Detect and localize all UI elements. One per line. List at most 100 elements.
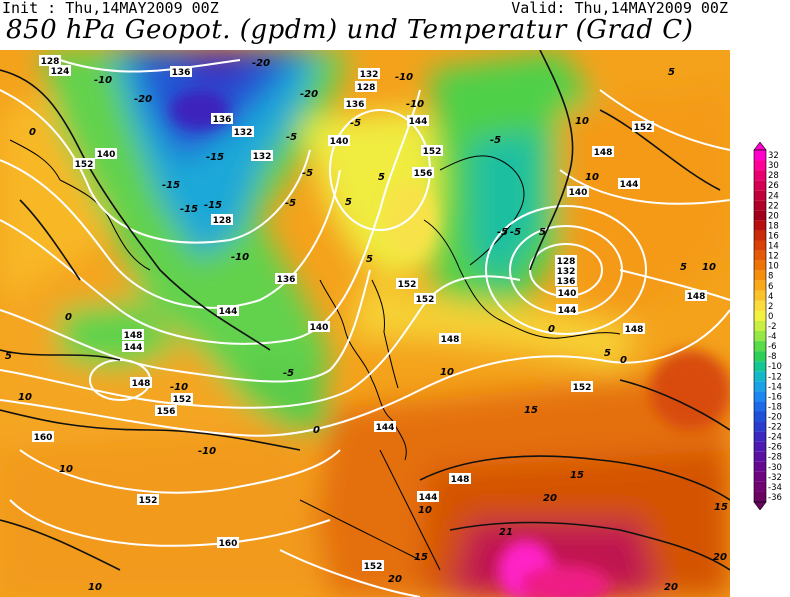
temp-label: -5 bbox=[302, 168, 313, 179]
scale-label: 16 bbox=[768, 231, 779, 241]
scale-frame bbox=[753, 149, 767, 503]
temp-label: 5 bbox=[378, 172, 385, 183]
scale-swatch bbox=[754, 250, 766, 261]
scale-label: 2 bbox=[768, 302, 773, 312]
geo-label: 152 bbox=[634, 123, 653, 133]
geo-label: 140 bbox=[310, 323, 329, 333]
geo-label: 156 bbox=[414, 169, 433, 179]
temp-label: 15 bbox=[414, 552, 428, 563]
geo-label: 136 bbox=[172, 68, 191, 78]
temp-label: -5 bbox=[510, 227, 521, 238]
temp-label: 20 bbox=[388, 574, 402, 585]
temp-label: 20 bbox=[543, 493, 557, 504]
scale-swatch bbox=[754, 320, 766, 332]
scale-label: 14 bbox=[768, 242, 779, 252]
geo-label: 124 bbox=[51, 67, 70, 77]
temp-label: 5 bbox=[366, 254, 373, 265]
geo-label: 136 bbox=[277, 275, 296, 285]
scale-label: -24 bbox=[768, 433, 782, 443]
scale-label: 6 bbox=[768, 282, 773, 292]
geo-label: 132 bbox=[557, 267, 576, 277]
temp-label: 10 bbox=[59, 464, 73, 475]
scale-label: -6 bbox=[768, 342, 776, 352]
map-title: 850 hPa Geopot. (gpdm) und Temperatur (G… bbox=[6, 15, 694, 45]
scale-swatch bbox=[754, 351, 766, 362]
scale-label: 4 bbox=[768, 292, 773, 302]
coastlines bbox=[9, 139, 621, 571]
scale-label: -36 bbox=[768, 493, 782, 503]
geo-label: 156 bbox=[157, 407, 176, 417]
temperature-contours bbox=[0, 50, 730, 571]
scale-swatch bbox=[754, 180, 766, 191]
temp-label: 10 bbox=[440, 367, 454, 378]
temp-label: -5 bbox=[286, 132, 297, 143]
temp-label: 0 bbox=[65, 312, 72, 323]
geo-label: 148 bbox=[594, 148, 613, 158]
temp-label: -10 bbox=[231, 252, 249, 263]
temp-label: 0 bbox=[29, 127, 36, 138]
scale-swatch bbox=[754, 471, 766, 482]
scale-swatch bbox=[754, 220, 766, 231]
scale-swatch bbox=[754, 190, 766, 201]
scale-label: 18 bbox=[768, 221, 779, 231]
scale-label: -30 bbox=[768, 463, 782, 473]
scale-swatch bbox=[754, 361, 766, 372]
temperature-field bbox=[0, 50, 730, 597]
scale-swatch bbox=[754, 411, 766, 422]
valid-time: Valid: Thu,14MAY2009 00Z bbox=[511, 0, 728, 17]
geo-label: 152 bbox=[573, 383, 592, 393]
map-svg: 128 124 136 132 128 132 136 144 140 136 … bbox=[0, 50, 730, 597]
temp-label: 10 bbox=[575, 116, 589, 127]
scale-label: -2 bbox=[768, 322, 776, 332]
scale-swatch bbox=[754, 230, 766, 241]
temperature-labels: -20 -20 -20 -15 -15 -15 -15 -10 -10 -10 … bbox=[5, 58, 728, 593]
scale-arrow-bottom bbox=[753, 501, 767, 511]
geopotential-contours bbox=[0, 59, 730, 597]
temp-label: 5 bbox=[5, 351, 12, 362]
scale-swatch bbox=[754, 150, 766, 161]
scale-swatch bbox=[754, 441, 766, 452]
scale-swatch bbox=[754, 160, 766, 171]
temp-label: -5 bbox=[285, 198, 296, 209]
temp-label: -15 bbox=[206, 152, 224, 163]
geo-label: 148 bbox=[441, 335, 460, 345]
temp-label: 10 bbox=[702, 262, 716, 273]
geo-label: 136 bbox=[346, 100, 365, 110]
scale-swatch bbox=[754, 421, 766, 432]
scale-label: 30 bbox=[768, 161, 779, 171]
geo-label: 144 bbox=[419, 493, 438, 503]
geo-label: 128 bbox=[557, 257, 576, 267]
geo-label: 160 bbox=[34, 433, 53, 443]
scale-swatch bbox=[754, 381, 766, 392]
temp-label: -5 bbox=[490, 135, 501, 146]
temp-label: 5 bbox=[345, 197, 352, 208]
scale-swatch bbox=[754, 310, 766, 321]
geo-label: 144 bbox=[620, 180, 639, 190]
geo-label: 140 bbox=[569, 188, 588, 198]
temp-label: 10 bbox=[18, 392, 32, 403]
geo-label: 152 bbox=[416, 295, 435, 305]
scale-label: -26 bbox=[768, 443, 782, 453]
geo-label: 148 bbox=[132, 379, 151, 389]
scale-label: -28 bbox=[768, 453, 782, 463]
temp-label: -20 bbox=[134, 94, 152, 105]
geo-label: 144 bbox=[558, 306, 577, 316]
temp-label: 5 bbox=[680, 262, 687, 273]
scale-label: 10 bbox=[768, 262, 779, 272]
temp-label: -10 bbox=[198, 446, 216, 457]
temp-label: 5 bbox=[539, 227, 546, 238]
scale-swatch bbox=[754, 210, 766, 221]
temp-label: 10 bbox=[88, 582, 102, 593]
geo-label: 144 bbox=[124, 343, 143, 353]
scale-swatch bbox=[754, 481, 766, 492]
scale-swatch bbox=[754, 290, 766, 301]
temp-label: 15 bbox=[714, 502, 728, 513]
temp-label: 20 bbox=[664, 582, 678, 593]
temp-label: 5 bbox=[604, 348, 611, 359]
temp-label: 0 bbox=[620, 355, 627, 366]
temp-label: 20 bbox=[713, 552, 727, 563]
geo-label: 136 bbox=[213, 115, 232, 125]
scale-label: 12 bbox=[768, 252, 779, 262]
temp-label: -15 bbox=[162, 180, 180, 191]
scale-label: -8 bbox=[768, 352, 776, 362]
